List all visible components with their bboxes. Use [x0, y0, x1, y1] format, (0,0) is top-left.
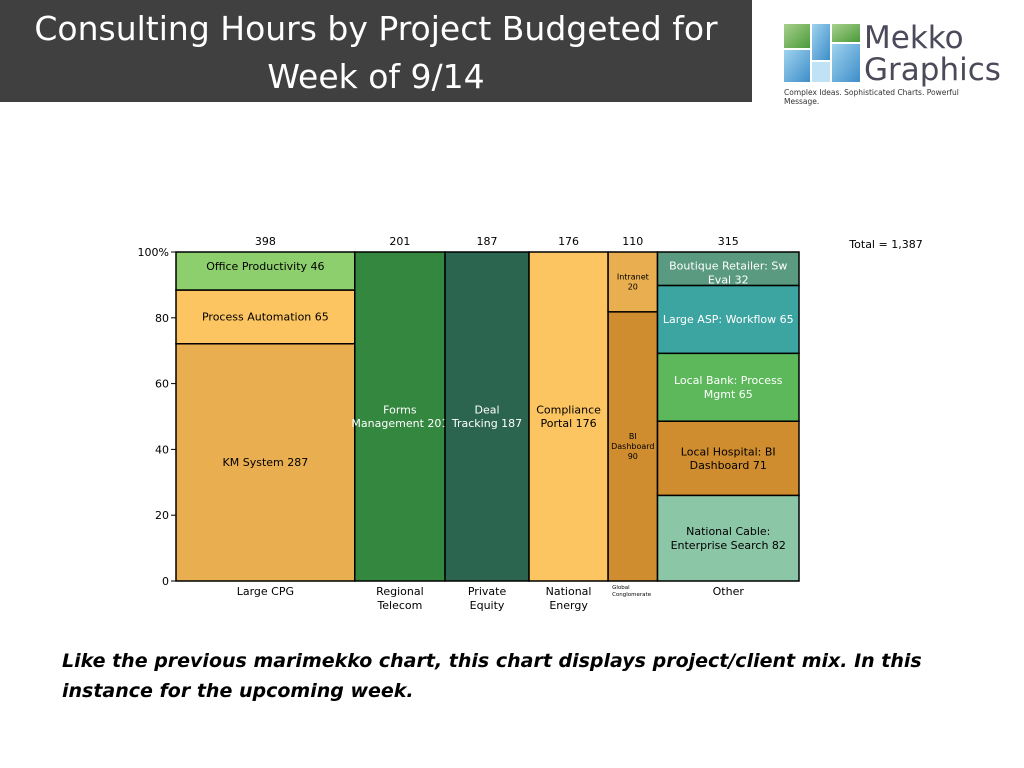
segment-label: Local Hospital: BI Dashboard 71: [681, 445, 776, 472]
segment-local-hospital-bi-dashboard-71: [656, 420, 800, 497]
y-tick-label: 60: [155, 378, 169, 391]
segment-forms-management-201: [354, 251, 446, 582]
category-label: Global Conglomerate: [612, 585, 652, 598]
segment-local-bank-process-mgmt-65: [656, 352, 800, 422]
total-label: Total = 1,387: [848, 238, 922, 251]
segment-label: KM System 287: [223, 456, 309, 469]
column-total-label: 201: [389, 235, 410, 248]
segment-label: Local Bank: Process Mgmt 65: [674, 374, 783, 401]
category-label: Regional Telecom: [376, 585, 423, 612]
segment-compliance-portal-176: [528, 251, 609, 582]
title-banner: Consulting Hours by Project Budgeted for…: [0, 0, 752, 102]
y-tick-label: 40: [155, 443, 169, 456]
segment-label: Forms Management 201: [351, 403, 448, 430]
marimekko-chart: 0 20 40 60 80 100% Total = 1,387 398 Large CPG KM…: [138, 235, 923, 612]
category-label: Private Equity: [468, 585, 507, 612]
slide-title: Consulting Hours by Project Budgeted for…: [34, 9, 718, 96]
y-tick-label: 100%: [138, 246, 169, 259]
column-total-label: 398: [255, 235, 276, 248]
segment-intranet-20: [607, 251, 659, 313]
segment-label: National Cable: Enterprise Search 82: [671, 525, 786, 552]
y-tick-label: 20: [155, 509, 169, 522]
logo-word-mekko: Mekko: [864, 20, 964, 56]
category-label: National Energy: [546, 585, 592, 612]
segment-deal-tracking-187: [444, 251, 530, 582]
y-tick-label: 0: [162, 575, 169, 588]
category-label: Large CPG: [237, 585, 294, 598]
segment-boutique-retailer-sw-eval-32: [656, 251, 800, 287]
segment-km-system-287: [175, 343, 356, 582]
mekko-graphics-logo: Mekko Graphics Complex Ideas. Sophistica…: [784, 18, 1001, 106]
slide-caption: Like the previous marimekko chart, this …: [62, 650, 922, 702]
segment-bi-dashboard-90: [607, 311, 659, 582]
column-total-label: 315: [718, 235, 739, 248]
logo-tagline: Complex Ideas. Sophisticated Charts. Pow…: [784, 88, 959, 106]
column-total-label: 110: [622, 235, 643, 248]
column-total-label: 187: [477, 235, 498, 248]
segment-label: Process Automation 65: [202, 311, 329, 324]
y-tick-label: 80: [155, 312, 169, 325]
segment-label: BI Dashboard 90: [611, 432, 654, 461]
category-label: Other: [713, 585, 745, 598]
column-total-label: 176: [558, 235, 579, 248]
segment-label: Boutique Retailer: Sw Eval 32: [669, 260, 787, 287]
segment-large-asp-workflow-65: [656, 284, 800, 355]
segment-office-productivity-46: [175, 251, 356, 291]
segment-label: Office Productivity 46: [206, 260, 324, 273]
segment-label: Large ASP: Workflow 65: [663, 313, 794, 326]
segment-label: Deal Tracking 187: [451, 403, 522, 430]
logo-mark-icon: [784, 24, 860, 82]
segment-label: Intranet 20: [617, 273, 649, 292]
logo-word-graphics: Graphics: [864, 52, 1001, 88]
segment-label: Compliance Portal 176: [536, 403, 601, 430]
